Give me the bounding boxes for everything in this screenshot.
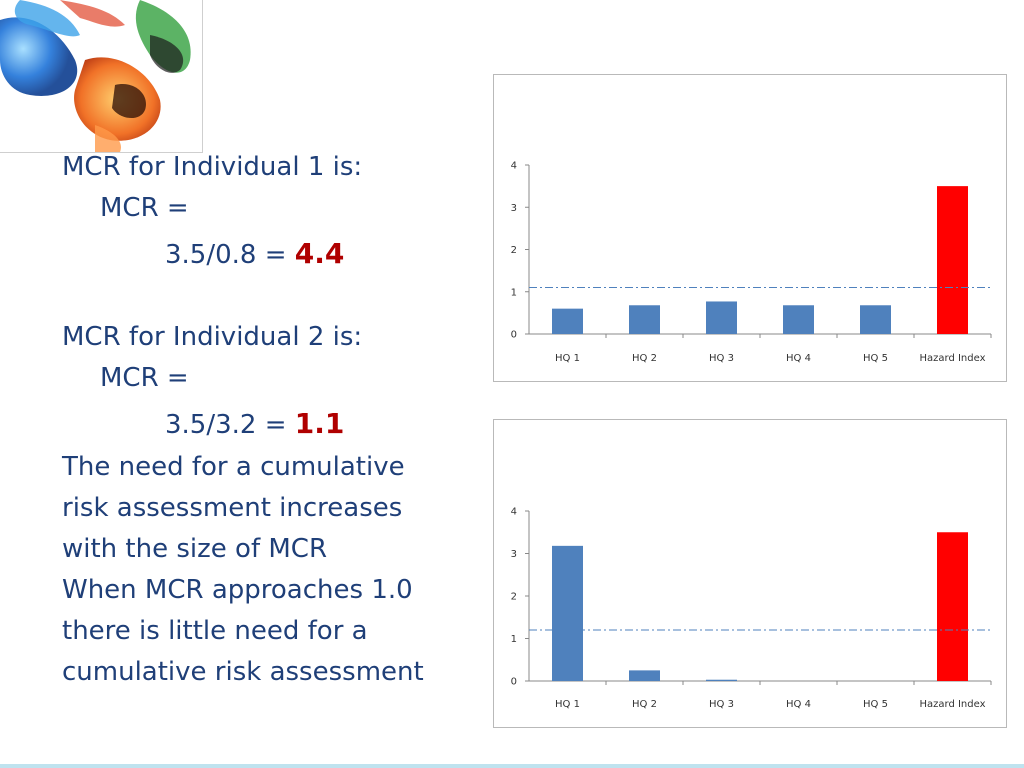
x-tick-label: HQ 5	[863, 353, 888, 364]
y-tick-label: 3	[511, 549, 517, 560]
x-tick-label: HQ 4	[786, 699, 811, 710]
mcr-individual-1-heading: MCR for Individual 1 is:	[62, 152, 363, 182]
y-tick-label: 1	[511, 634, 517, 645]
chart-individual-1-plot: 0 1 2 3 4 HQ 1 HQ 2 HQ 3 HQ 4 HQ 5 Hazard Index	[511, 161, 992, 364]
bottom-divider	[0, 764, 1024, 768]
paragraph-line: with the size of MCR	[62, 534, 328, 564]
mcr-result-2: 1.1	[294, 407, 345, 440]
hq-bar	[552, 308, 583, 334]
paragraph-line: The need for a cumulative	[62, 452, 405, 482]
x-tick-label: HQ 5	[863, 699, 888, 710]
paragraph-line: cumulative risk assessment	[62, 657, 424, 687]
hazard-index-bar	[937, 186, 968, 334]
x-tick-label: HQ 4	[786, 353, 811, 364]
chart-individual-1: 0 1 2 3 4 HQ 1 HQ 2 HQ 3 HQ 4 HQ 5 Hazard Index	[493, 74, 1007, 382]
x-tick-label: HQ 1	[555, 699, 580, 710]
paragraph-line: When MCR approaches 1.0	[62, 575, 413, 605]
x-tick-label: Hazard Index	[919, 699, 985, 710]
x-tick-label: Hazard Index	[919, 353, 985, 364]
paragraph-line: risk assessment increases	[62, 493, 403, 523]
mcr-result-1: 4.4	[294, 237, 345, 270]
x-tick-label: HQ 2	[632, 699, 657, 710]
x-tick-label: HQ 1	[555, 353, 580, 364]
y-tick-label: 2	[511, 245, 517, 256]
hq-bar	[860, 305, 891, 334]
mcr-individual-2-heading: MCR for Individual 2 is:	[62, 322, 363, 352]
y-tick-label: 4	[511, 161, 517, 172]
mcr-equation-label-1: MCR =	[100, 193, 189, 223]
x-tick-label: HQ 3	[709, 699, 734, 710]
hq-bar	[629, 305, 660, 334]
y-tick-label: 1	[511, 287, 517, 298]
chart-individual-2-plot: 0 1 2 3 4 HQ 1 HQ 2 HQ 3 HQ 4 HQ 5 Hazard Index	[511, 507, 992, 710]
mcr-calculation-1: 3.5/0.8 = 4.4	[165, 237, 345, 270]
mcr-calculation-2: 3.5/3.2 = 1.1	[165, 407, 345, 440]
x-tick-label: HQ 3	[709, 353, 734, 364]
y-tick-label: 3	[511, 203, 517, 214]
chart-individual-2: 0 1 2 3 4 HQ 1 HQ 2 HQ 3 HQ 4 HQ 5 Hazard Index	[493, 419, 1007, 728]
mcr-expression-1: 3.5/0.8 =	[165, 240, 295, 270]
decorative-ink-image	[0, 0, 203, 153]
hazard-index-bar	[937, 532, 968, 681]
x-tick-label: HQ 2	[632, 353, 657, 364]
paragraph-line: there is little need for a	[62, 616, 368, 646]
y-tick-label: 4	[511, 507, 517, 518]
y-tick-label: 0	[511, 677, 517, 688]
hq-bar	[629, 670, 660, 681]
hq-bar	[706, 301, 737, 334]
mcr-equation-label-2: MCR =	[100, 363, 189, 393]
hq-bar	[783, 305, 814, 334]
mcr-expression-2: 3.5/3.2 =	[165, 410, 295, 440]
hq-bar	[706, 679, 737, 681]
y-tick-label: 0	[511, 330, 517, 341]
y-tick-label: 2	[511, 592, 517, 603]
hq-bar	[552, 545, 583, 681]
